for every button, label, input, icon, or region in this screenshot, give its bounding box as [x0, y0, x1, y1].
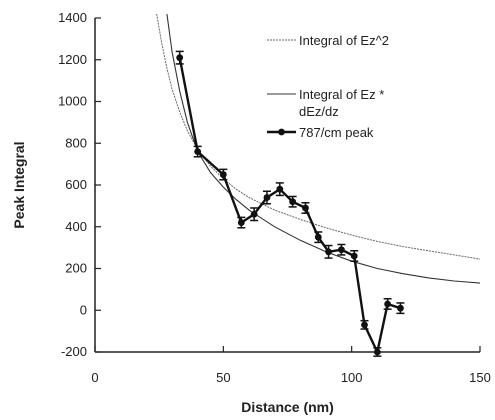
data-point — [237, 219, 245, 226]
legend-marker — [278, 128, 285, 136]
series — [156, 14, 480, 357]
data-point — [194, 148, 202, 156]
data-point — [361, 321, 368, 329]
legend-label-2: dEz/dz — [299, 104, 339, 119]
series-line-2 — [166, 14, 480, 284]
legend-label-1: Integral of Ez^2 — [299, 33, 389, 48]
y-tick-label: 1400 — [58, 10, 87, 25]
legend: Integral of Ez^2 Integral of Ez * dEz/dz 78… — [267, 33, 389, 140]
x-axis-title: Distance (nm) — [241, 399, 334, 415]
y-axis-title: Peak Integral — [11, 141, 27, 228]
data-point — [314, 233, 322, 241]
data-point — [176, 54, 184, 62]
data-point — [263, 194, 271, 201]
legend-label-2: Integral of Ez * — [299, 87, 384, 102]
y-tick-label: 200 — [65, 261, 87, 276]
legend-label-3: 787/cm peak — [299, 125, 374, 140]
data-point — [373, 348, 381, 356]
x-tick-label: 50 — [216, 370, 230, 385]
y-tick-label: 600 — [65, 177, 87, 192]
series-line-1 — [156, 14, 480, 260]
data-point — [302, 204, 309, 212]
y-tick-label: 1200 — [58, 52, 87, 67]
series-3 — [175, 50, 405, 357]
y-tick-label: 1000 — [58, 94, 87, 109]
y-tick-label: 800 — [65, 135, 87, 150]
y-tick-label: -200 — [61, 344, 87, 359]
data-point — [397, 304, 404, 312]
data-point — [338, 246, 345, 254]
data-point — [250, 210, 258, 218]
data-point — [325, 248, 332, 256]
data-point — [384, 300, 391, 308]
x-tick-label: 0 — [91, 370, 98, 385]
data-point — [219, 171, 227, 178]
series-2 — [166, 14, 480, 284]
y-tick-label: 0 — [80, 302, 87, 317]
series-1 — [156, 14, 480, 260]
x-tick-label: 150 — [469, 370, 491, 385]
data-point — [289, 198, 297, 206]
ticks: -200 0 200 400 600 800 1000 1200 1400 0 50 100 150 — [58, 10, 491, 385]
y-tick-label: 400 — [65, 219, 87, 234]
axes — [94, 18, 480, 353]
x-tick-label: 100 — [341, 370, 363, 385]
data-point — [350, 252, 358, 260]
data-point — [276, 185, 284, 193]
